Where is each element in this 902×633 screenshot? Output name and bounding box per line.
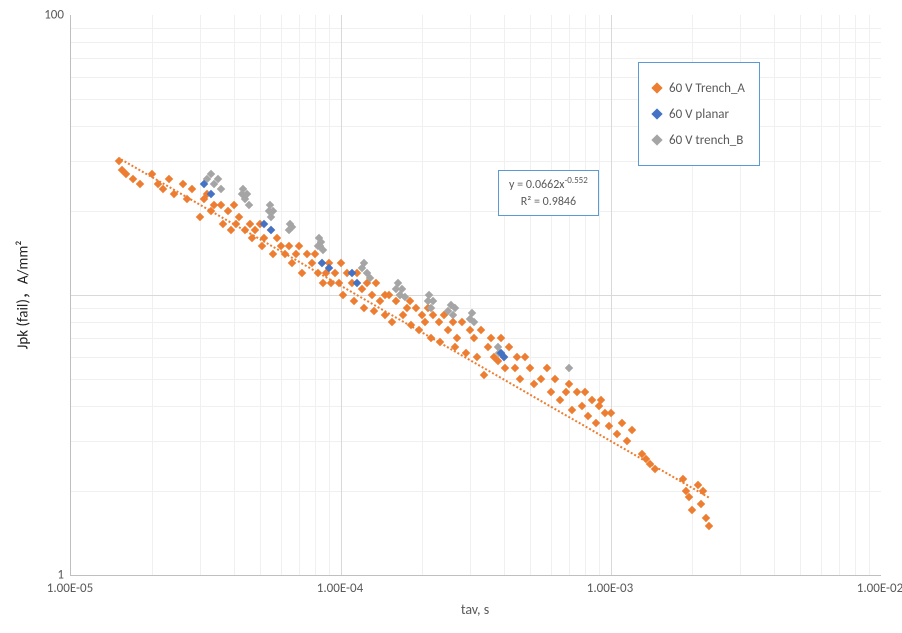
data-point: [525, 363, 533, 371]
data-point: [510, 363, 518, 371]
data-point: [267, 226, 275, 234]
data-point: [537, 375, 545, 383]
x-tick-label: 1.00E-05: [47, 581, 93, 596]
data-point: [505, 343, 513, 351]
equation-box: y = 0.0662x-0.552 R² = 0.9846: [498, 170, 599, 216]
data-point: [372, 279, 380, 287]
data-point: [434, 318, 442, 326]
data-point: [360, 304, 368, 312]
data-point: [427, 334, 435, 342]
data-point: [501, 363, 509, 371]
data-point: [547, 388, 555, 396]
data-point: [284, 241, 292, 249]
data-point: [260, 219, 268, 227]
y-tick-label: 100: [36, 8, 64, 23]
data-point: [556, 396, 564, 404]
y-axis-label: Jpk (fail)，A/mm²: [12, 241, 33, 350]
data-point: [136, 179, 144, 187]
y-tick-label: 1: [36, 568, 64, 583]
data-point: [697, 499, 705, 507]
data-point: [183, 195, 191, 203]
data-point: [444, 326, 452, 334]
data-point: [217, 201, 225, 209]
data-point: [269, 250, 277, 258]
data-point: [179, 179, 187, 187]
data-point: [607, 408, 615, 416]
data-point: [457, 318, 465, 326]
data-point: [331, 269, 339, 277]
data-point: [688, 506, 696, 514]
data-point: [588, 396, 596, 404]
data-point: [623, 437, 631, 445]
legend-label: 60 V Trench_A: [669, 81, 745, 96]
data-point: [295, 241, 303, 249]
data-point: [704, 521, 712, 529]
data-point: [311, 250, 319, 258]
data-point: [516, 375, 524, 383]
data-point: [628, 426, 636, 434]
data-point: [337, 259, 345, 267]
data-point: [164, 175, 172, 183]
data-point: [477, 326, 485, 334]
data-point: [530, 380, 538, 388]
data-point: [618, 418, 626, 426]
data-point: [368, 291, 376, 299]
legend-marker-icon: [651, 82, 662, 93]
data-point: [217, 184, 225, 192]
legend-marker-icon: [651, 134, 662, 145]
legend-label: 60 V trench_B: [669, 133, 743, 148]
legend-item: 60 V planar: [653, 103, 745, 125]
data-point: [487, 334, 495, 342]
legend-label: 60 V planar: [669, 107, 729, 122]
x-axis-label: tav, s: [461, 601, 489, 618]
legend: 60 V Trench_A 60 V planar 60 V trench_B: [638, 62, 760, 166]
equation-line1: y = 0.0662x-0.552: [509, 175, 588, 194]
data-point: [449, 311, 457, 319]
scatter-chart: Jpk (fail)，A/mm² tav, s 60 V Trench_A60 …: [0, 0, 902, 633]
data-point: [543, 363, 551, 371]
data-point: [412, 304, 420, 312]
data-point: [388, 318, 396, 326]
data-point: [521, 353, 529, 361]
data-point: [466, 326, 474, 334]
data-point: [229, 201, 237, 209]
legend-marker-icon: [651, 108, 662, 119]
legend-item: 60 V trench_B: [653, 129, 745, 151]
x-tick-label: 1.00E-03: [587, 581, 633, 596]
data-point: [484, 343, 492, 351]
data-point: [581, 388, 589, 396]
data-point: [473, 353, 481, 361]
data-point: [612, 429, 620, 437]
data-point: [223, 206, 231, 214]
equation-line2: R² = 0.9846: [509, 194, 588, 211]
x-tick-label: 1.00E-02: [857, 581, 902, 596]
data-point: [187, 184, 195, 192]
legend-item: 60 V Trench_A: [653, 77, 745, 99]
data-point: [350, 297, 358, 305]
data-point: [699, 486, 707, 494]
trendline: [118, 157, 709, 498]
data-point: [196, 213, 204, 221]
data-point: [565, 363, 573, 371]
x-tick-label: 1.00E-04: [317, 581, 363, 596]
